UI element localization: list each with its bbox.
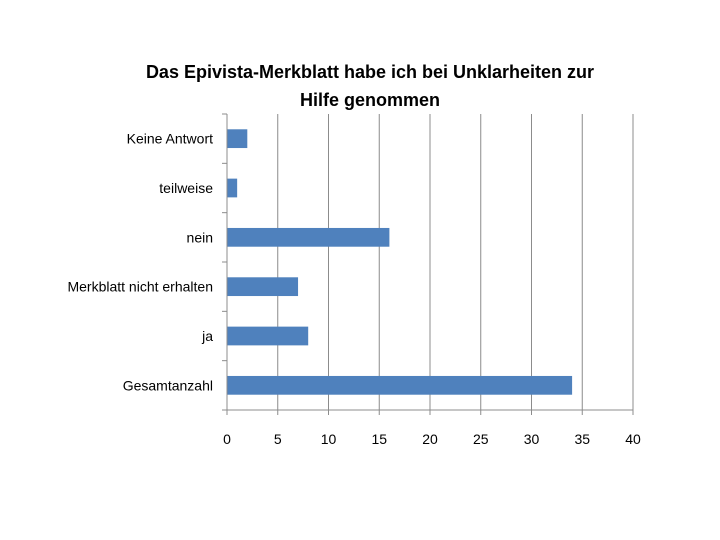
category-label: nein (187, 229, 213, 245)
x-tick-label: 35 (574, 431, 590, 447)
x-tick-label: 30 (524, 431, 540, 447)
bar (227, 227, 390, 247)
bar (227, 326, 309, 346)
category-label: Merkblatt nicht erhalten (67, 279, 213, 295)
chart-title-line-1: Das Epivista-Merkblatt habe ich bei Unkl… (145, 62, 595, 82)
category-label: Keine Antwort (127, 131, 213, 147)
chart-title: Das Epivista-Merkblatt habe ich bei Unkl… (60, 58, 680, 114)
x-tick-label: 15 (371, 431, 387, 447)
category-label: Gesamtanzahl (123, 377, 213, 393)
bar (227, 129, 248, 149)
bar (227, 277, 299, 297)
category-label: ja (201, 328, 213, 344)
x-tick-label: 5 (274, 431, 282, 447)
x-tick-label: 40 (625, 431, 641, 447)
bar (227, 178, 238, 198)
chart-title-line-2: Hilfe genommen (299, 90, 441, 110)
x-tick-label: 20 (422, 431, 438, 447)
x-tick-label: 10 (321, 431, 337, 447)
bar (227, 375, 573, 395)
x-tick-label: 0 (223, 431, 231, 447)
x-tick-label: 25 (473, 431, 489, 447)
category-label: teilweise (159, 180, 213, 196)
